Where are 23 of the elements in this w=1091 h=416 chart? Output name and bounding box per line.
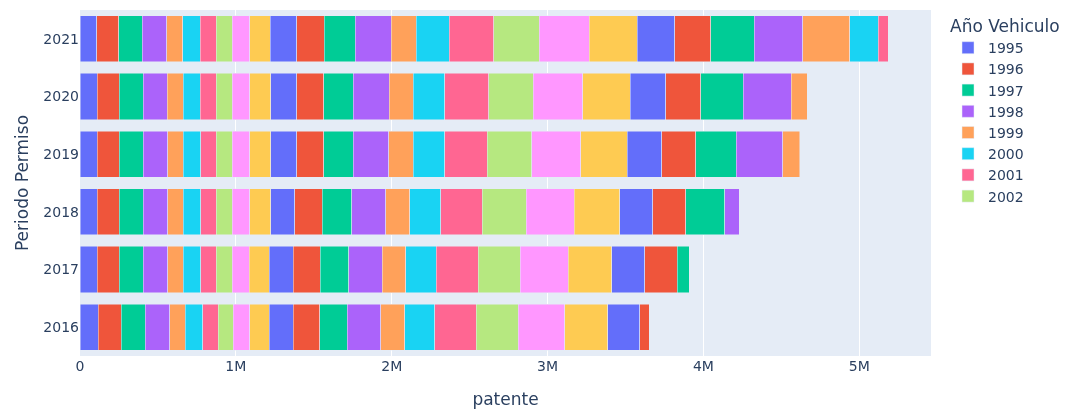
x-tick-label: 0 bbox=[75, 358, 85, 374]
legend-label: 1997 bbox=[988, 82, 1024, 99]
x-tick-label: 3M bbox=[537, 358, 559, 374]
x-tick-label: 4M bbox=[692, 358, 714, 374]
legend-label: 2002 bbox=[988, 188, 1024, 205]
legend-label: 2000 bbox=[988, 146, 1024, 163]
y-axis-title: Periodo Permiso bbox=[11, 114, 32, 252]
legend-label: 1996 bbox=[988, 61, 1024, 78]
y-tick-label: 2019 bbox=[43, 146, 79, 163]
y-tick-label: 2018 bbox=[43, 203, 79, 220]
x-tick-label: 1M bbox=[225, 358, 247, 374]
y-tick-label: 2021 bbox=[43, 30, 79, 47]
legend-label: 1998 bbox=[988, 103, 1024, 120]
x-axis-title: patente bbox=[472, 389, 539, 410]
x-tick-label: 2M bbox=[381, 358, 403, 374]
legend-label: 1999 bbox=[988, 124, 1024, 141]
x-tick-label: 5M bbox=[848, 358, 870, 374]
y-tick-label: 2017 bbox=[43, 261, 79, 278]
y-tick-label: 2020 bbox=[43, 88, 79, 105]
legend-title: Año Vehiculo bbox=[950, 16, 1060, 37]
y-tick-label: 2016 bbox=[43, 319, 80, 336]
legend-label: 2001 bbox=[988, 167, 1024, 184]
legend-label: 1995 bbox=[988, 40, 1024, 57]
